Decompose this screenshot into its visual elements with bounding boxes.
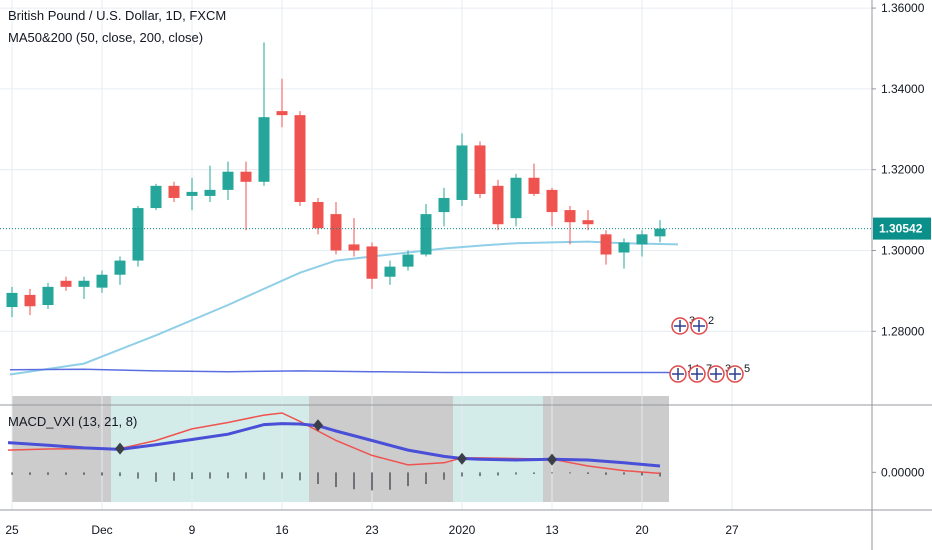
candle-body-3: [60, 280, 72, 287]
axes: 1.36000 1.34000 1.32000 1.30000 1.28000 0.000…: [5, 1, 924, 537]
candle-body-28: [510, 177, 522, 219]
time-tick-label-1: Dec: [91, 523, 112, 537]
price-tick-label-3: 1.30000: [881, 243, 925, 257]
candle-body-17: [312, 202, 324, 229]
candle-body-18: [330, 214, 342, 251]
candle-body-1: [24, 294, 36, 307]
price-tick-label-1: 1.34000: [881, 82, 925, 96]
candle-body-33: [600, 234, 612, 255]
macd-zone-3: [453, 396, 543, 502]
time-tick-label-4: 23: [365, 523, 379, 537]
ma200-line: [9, 368, 686, 374]
macd-fast-line: [7, 422, 661, 468]
candle-body-10: [186, 191, 198, 196]
macd-indicator-label[interactable]: MACD_VXI (13, 21, 8): [8, 414, 138, 429]
candle-body-13: [240, 171, 252, 182]
last-price-line: 1.30542: [0, 217, 931, 240]
candle-body-27: [492, 185, 504, 225]
moving-average-lines: [9, 240, 686, 376]
price-tick-label-4: 1.28000: [881, 324, 925, 338]
candlesticks[interactable]: [6, 42, 666, 318]
candle-body-22: [402, 254, 414, 267]
candle-body-20: [366, 246, 378, 279]
macd-cross-marker-2: [457, 452, 467, 465]
price-tick-label-0: 1.36000: [881, 1, 925, 15]
candle-body-30: [546, 189, 558, 213]
ma-indicator-label[interactable]: MA50&200 (50, close, 200, close): [8, 30, 204, 45]
macd-cross-marker-1: [313, 419, 323, 432]
last-price-tag: [873, 217, 931, 240]
macd-cross-marker-0: [115, 442, 125, 455]
candle-body-12: [222, 171, 234, 190]
candle-body-23: [420, 214, 432, 255]
candle-body-4: [78, 280, 90, 287]
macd-zone-4: [543, 396, 669, 502]
candle-body-14: [258, 117, 270, 182]
time-tick-label-2: 9: [189, 523, 196, 537]
candle-body-21: [384, 266, 396, 277]
candle-body-26: [474, 145, 486, 194]
time-tick-label-3: 16: [275, 523, 289, 537]
candle-body-29: [528, 177, 540, 194]
candle-body-0: [6, 292, 18, 308]
event-count-top-1: 2: [708, 315, 714, 327]
candle-body-24: [438, 197, 450, 213]
candle-body-2: [42, 286, 54, 306]
candle-body-8: [150, 185, 162, 209]
candle-body-6: [114, 260, 126, 275]
last-price-label: 1.30542: [879, 222, 923, 236]
candle-body-15: [276, 111, 288, 116]
candle-body-9: [168, 185, 180, 198]
macd-tick-label-0: 0.00000: [881, 465, 925, 479]
candle-body-5: [96, 274, 108, 288]
candle-body-16: [294, 115, 306, 202]
macd-cross-marker-3: [547, 453, 557, 466]
candle-body-36: [654, 228, 666, 237]
macd-zone-1: [111, 396, 309, 502]
candle-body-11: [204, 189, 216, 196]
time-tick-label-0: 25: [5, 523, 19, 537]
economic-events[interactable]: 3214735: [669, 315, 750, 383]
time-tick-label-7: 20: [635, 523, 649, 537]
candle-body-32: [582, 220, 594, 225]
candle-body-31: [564, 210, 576, 223]
candle-body-19: [348, 244, 360, 251]
candle-body-25: [456, 145, 468, 200]
price-tick-label-2: 1.32000: [881, 163, 925, 177]
candle-body-35: [636, 234, 648, 245]
chart-title[interactable]: British Pound / U.S. Dollar, 1D, FXCM: [8, 8, 227, 23]
time-tick-label-5: 2020: [449, 523, 476, 537]
macd-lines: [7, 412, 661, 491]
event-count-bottom-3: 5: [744, 363, 750, 375]
candle-body-7: [132, 208, 144, 261]
macd-zone-2: [309, 396, 453, 502]
time-tick-label-6: 13: [545, 523, 559, 537]
time-tick-label-8: 27: [725, 523, 739, 537]
candle-body-34: [618, 242, 630, 253]
ma50-line: [9, 240, 679, 376]
